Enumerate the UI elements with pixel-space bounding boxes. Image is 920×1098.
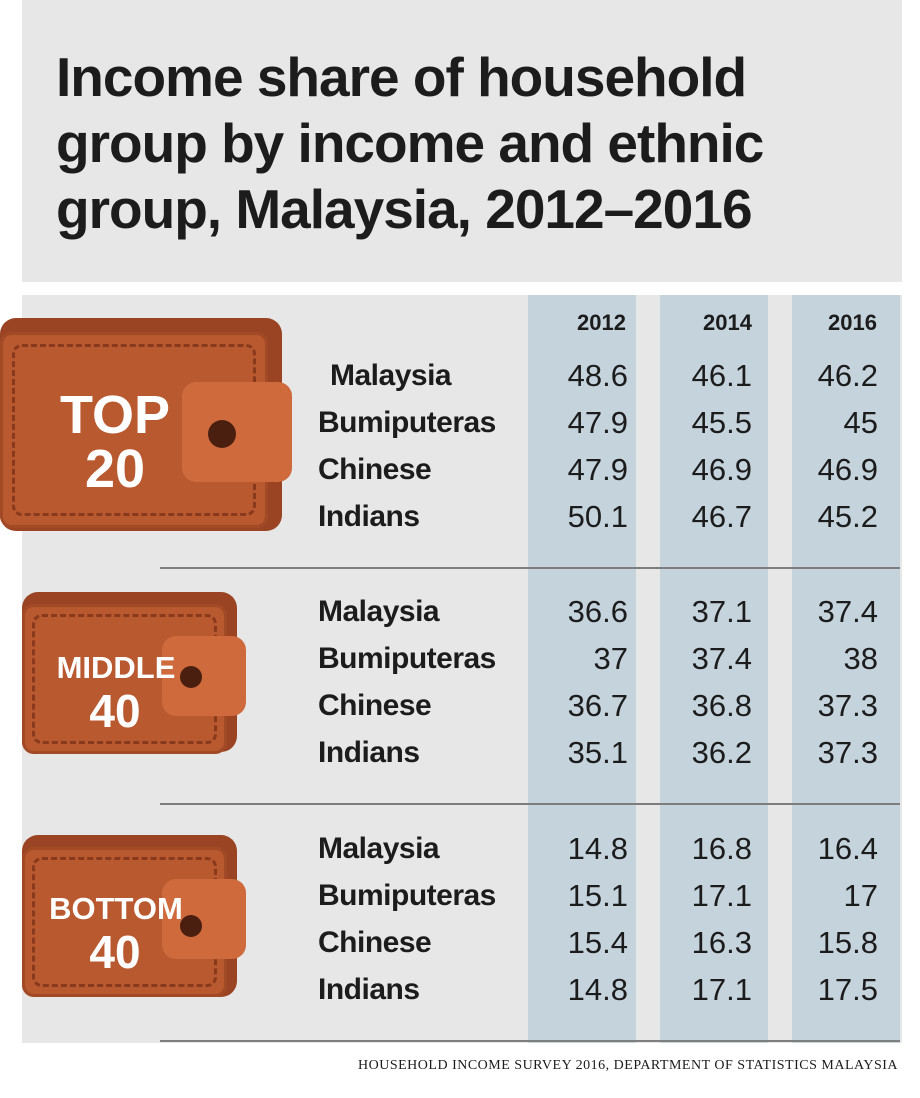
table-cell: 17.1 xyxy=(691,972,752,1007)
table-cell: 16.8 xyxy=(691,831,752,866)
wallet-icon: TOP 20 xyxy=(0,318,295,533)
table-cell: 46.9 xyxy=(691,452,752,487)
wallet-icon: BOTTOM 40 xyxy=(22,835,247,1000)
table-cell: 50.1 xyxy=(567,499,628,534)
row-label: Bumiputeras xyxy=(318,406,496,439)
table-cell: 16.3 xyxy=(691,925,752,960)
table-cell: 46.1 xyxy=(691,358,752,393)
column-header-2016: 2016 xyxy=(828,310,877,335)
table-cell: 48.6 xyxy=(567,358,628,393)
row-label: Malaysia xyxy=(318,832,440,865)
table-cell: 38 xyxy=(843,641,878,676)
table-cell: 47.9 xyxy=(567,452,628,487)
table-cell: 37.1 xyxy=(691,594,752,629)
table-cell: 14.8 xyxy=(567,831,628,866)
table-cell: 45.5 xyxy=(691,405,752,440)
row-label: Bumiputeras xyxy=(318,642,496,675)
row-label: Malaysia xyxy=(318,595,440,628)
table-cell: 15.4 xyxy=(567,925,628,960)
table-cell: 17 xyxy=(843,878,878,913)
table-cell: 45.2 xyxy=(817,499,878,534)
table-cell: 37.3 xyxy=(817,735,878,770)
table-cell: 36.6 xyxy=(567,594,628,629)
group-separator xyxy=(160,803,900,805)
column-band-2012 xyxy=(528,295,636,1043)
group-label-line1: TOP xyxy=(59,385,171,445)
table-cell: 47.9 xyxy=(567,405,628,440)
source-note: HOUSEHOLD INCOME SURVEY 2016, DEPARTMENT… xyxy=(358,1058,898,1073)
row-label: Chinese xyxy=(318,689,432,722)
table-cell: 15.1 xyxy=(567,878,628,913)
group-separator xyxy=(160,1040,900,1042)
row-label: Indians xyxy=(318,736,420,769)
chart-title: Income share of household group by incom… xyxy=(56,46,764,240)
table-cell: 16.4 xyxy=(817,831,878,866)
table-cell: 46.7 xyxy=(691,499,752,534)
column-header-2012: 2012 xyxy=(577,310,626,335)
group-label-line2: 40 xyxy=(89,926,141,978)
table-cell: 36.7 xyxy=(567,688,628,723)
table-cell: 46.9 xyxy=(817,452,878,487)
group-label-line1: BOTTOM xyxy=(49,891,183,926)
row-label: Malaysia xyxy=(330,359,452,392)
table-cell: 37.3 xyxy=(817,688,878,723)
wallet-icon: MIDDLE 40 xyxy=(22,592,247,757)
column-band-2014 xyxy=(660,295,768,1043)
title-panel: Income share of household group by incom… xyxy=(22,0,902,282)
table-cell: 17.1 xyxy=(691,878,752,913)
table-cell: 45 xyxy=(843,405,878,440)
row-label: Chinese xyxy=(318,453,432,486)
table-cell: 17.5 xyxy=(817,972,878,1007)
table-cell: 37.4 xyxy=(817,594,878,629)
column-band-2016 xyxy=(792,295,900,1043)
table-cell: 37 xyxy=(593,641,628,676)
table-cell: 36.2 xyxy=(691,735,752,770)
table-cell: 37.4 xyxy=(691,641,752,676)
row-label: Bumiputeras xyxy=(318,879,496,912)
table-cell: 36.8 xyxy=(691,688,752,723)
table-cell: 14.8 xyxy=(567,972,628,1007)
table-cell: 15.8 xyxy=(817,925,878,960)
group-label-line2: 40 xyxy=(89,685,141,737)
group-separator xyxy=(160,567,900,569)
table-cell: 35.1 xyxy=(567,735,628,770)
row-label: Chinese xyxy=(318,926,432,959)
row-label: Indians xyxy=(318,500,420,533)
column-header-2014: 2014 xyxy=(703,310,752,335)
group-label-line2: 20 xyxy=(84,439,146,499)
table-cell: 46.2 xyxy=(817,358,878,393)
row-label: Indians xyxy=(318,973,420,1006)
group-label-line1: MIDDLE xyxy=(56,650,176,685)
